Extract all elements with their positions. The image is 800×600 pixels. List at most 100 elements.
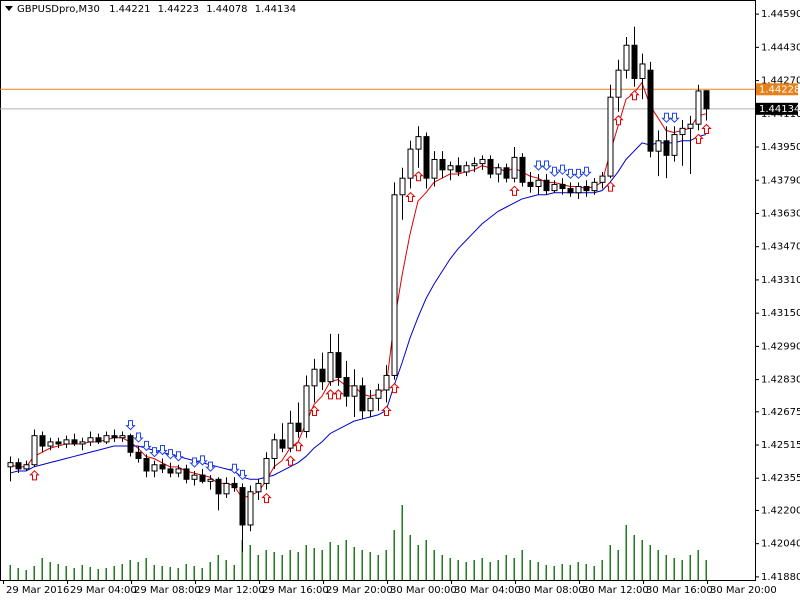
candle-body — [39, 435, 46, 447]
volume-bar — [481, 558, 483, 580]
bid-label: 1.44134 — [759, 104, 800, 115]
menu-triangle — [5, 6, 13, 11]
buy-arrow — [285, 455, 296, 466]
x-tick-label: 29 Mar 08:00 — [134, 585, 201, 596]
volume-bar — [377, 555, 379, 580]
candle-body — [263, 458, 270, 484]
volume-bar — [489, 562, 491, 580]
candle-body — [511, 156, 518, 179]
sell-arrow — [173, 451, 184, 462]
volume-bar — [545, 565, 547, 580]
volume-bar — [137, 562, 139, 580]
candle-body — [383, 374, 390, 391]
volume-bar — [233, 565, 235, 580]
candle-body — [71, 439, 78, 445]
y-tick-label: 1.42040 — [761, 539, 800, 550]
candle-body — [207, 478, 214, 482]
plot-frame — [0, 0, 756, 581]
y-tick-label: 1.42355 — [761, 473, 800, 484]
sell-arrow — [237, 469, 248, 481]
high-value: 1.44223 — [158, 4, 199, 15]
low-value: 1.44078 — [206, 4, 247, 15]
volume-bar — [553, 566, 555, 580]
volume-bar — [465, 562, 467, 580]
sell-arrow — [541, 160, 552, 171]
volume-bar — [289, 550, 291, 580]
volume-bar — [241, 540, 243, 580]
volume-bar — [89, 567, 91, 580]
x-tick-label: 30 Mar 12:00 — [582, 585, 649, 596]
sell-arrow — [557, 164, 568, 175]
volume-bar — [433, 550, 435, 580]
volume-bar — [505, 555, 507, 580]
buy-arrow — [693, 133, 704, 144]
candle-body — [271, 439, 278, 460]
candle-body — [615, 69, 622, 98]
candle-body — [479, 158, 486, 165]
sell-arrow — [125, 420, 136, 431]
candle-body — [223, 482, 230, 495]
candle-body — [439, 158, 446, 171]
volume-bar — [497, 560, 499, 580]
candle-body — [455, 165, 462, 173]
candle-body — [495, 167, 502, 175]
buy-arrow — [309, 405, 320, 416]
volume-bar — [153, 565, 155, 580]
candle-body — [647, 69, 654, 152]
volume-bar — [529, 560, 531, 580]
candle-body — [119, 435, 126, 439]
buy-arrow — [613, 115, 624, 126]
volume-bar — [305, 545, 307, 580]
buy-arrow — [293, 441, 304, 452]
candle-body — [279, 439, 286, 449]
candle-body — [639, 63, 646, 79]
candle-body — [295, 422, 302, 433]
candle-body — [463, 165, 470, 173]
candle-body — [143, 458, 150, 472]
candle-body — [687, 123, 694, 129]
volume-bar — [17, 568, 19, 580]
buy-arrow — [509, 185, 520, 196]
x-tick-label: 30 Mar 04:00 — [454, 585, 521, 596]
moving-average — [9, 134, 707, 480]
candle-body — [503, 167, 510, 179]
candle-body — [527, 181, 534, 187]
candle-body — [175, 468, 182, 474]
sell-arrow — [133, 432, 144, 443]
volume-bar — [673, 558, 675, 580]
candle-body — [287, 422, 294, 449]
moving-average — [9, 81, 707, 499]
volume-bar — [521, 550, 523, 580]
volume-bar — [353, 547, 355, 580]
buy-arrow — [413, 171, 424, 182]
y-tick-label: 1.43950 — [761, 142, 800, 153]
buy-arrow — [605, 181, 616, 192]
candle-body — [591, 181, 598, 192]
candle-body — [335, 352, 342, 379]
sell-arrow — [165, 449, 176, 460]
volume-bar — [393, 530, 395, 580]
candle-body — [7, 462, 14, 468]
candle-body — [199, 474, 206, 482]
candle-body — [487, 158, 494, 175]
y-tick-label: 1.42990 — [761, 341, 800, 352]
volume-bar — [441, 555, 443, 580]
x-tick-label: 29 Mar 2016 — [6, 585, 69, 596]
sell-arrow — [157, 445, 168, 456]
volume-bar — [145, 558, 147, 580]
volume-bar — [329, 542, 331, 580]
sell-arrow — [581, 166, 592, 177]
volume-bar — [409, 535, 411, 580]
y-tick-label: 1.43470 — [761, 242, 800, 253]
candle-body — [351, 385, 358, 397]
volume-bar — [385, 550, 387, 580]
bid-label-box — [756, 102, 798, 115]
volume-bar — [129, 560, 131, 580]
sell-arrow — [573, 168, 584, 180]
candle-body — [167, 468, 174, 474]
volume-bar — [601, 560, 603, 580]
volume-bar — [81, 565, 83, 580]
candle-body — [111, 435, 118, 439]
volume-bar — [705, 560, 707, 580]
